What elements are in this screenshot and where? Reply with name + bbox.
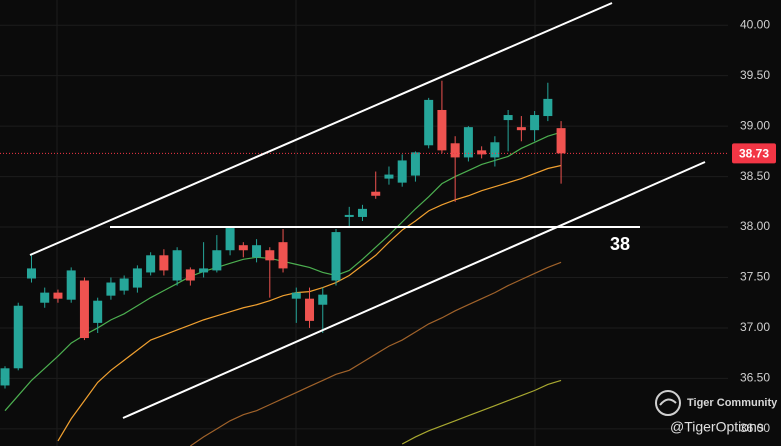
candle-body xyxy=(543,98,553,117)
candle-body xyxy=(450,143,460,158)
watermark-logo xyxy=(655,390,681,416)
candle-body xyxy=(278,242,288,269)
last-price-label: 38.73 xyxy=(739,147,769,161)
lower-trendline xyxy=(122,161,706,419)
candle-body xyxy=(291,292,301,299)
candle-body xyxy=(503,115,513,121)
candle-body xyxy=(463,127,473,158)
watermark-handle: @TigerOptions xyxy=(670,419,764,435)
y-tick-label: 36.00 xyxy=(740,421,770,435)
candle-body xyxy=(146,255,156,273)
candle-body xyxy=(119,278,129,291)
candle-body xyxy=(477,150,487,155)
y-tick-label: 37.50 xyxy=(740,270,770,284)
candle-body xyxy=(424,99,434,146)
ma-line xyxy=(190,261,562,446)
candle-body xyxy=(132,268,142,288)
candle-body xyxy=(13,305,23,369)
candle-body xyxy=(357,208,367,217)
candle-body xyxy=(225,228,235,251)
candle-body xyxy=(516,127,526,131)
candle-body xyxy=(26,268,36,279)
candle-body xyxy=(490,142,500,158)
candle-body xyxy=(40,292,50,303)
candle-body xyxy=(437,109,447,151)
grid xyxy=(0,0,728,446)
level-label: 38 xyxy=(610,234,630,254)
candle-body xyxy=(331,232,341,281)
candle-body xyxy=(53,292,63,299)
candle-body xyxy=(318,294,328,305)
plot xyxy=(0,80,728,446)
candle-body xyxy=(159,255,169,271)
ma-line xyxy=(401,379,562,445)
annotations: 38 xyxy=(29,2,706,419)
watermark-brand: Tiger Community xyxy=(687,397,778,409)
y-tick-label: 38.00 xyxy=(740,219,770,233)
y-tick-label: 40.00 xyxy=(740,17,770,31)
watermark: Tiger Community @TigerOptions xyxy=(655,390,778,435)
upper-trendline xyxy=(29,2,613,256)
y-tick-label: 39.50 xyxy=(740,68,770,82)
y-tick-label: 39.00 xyxy=(740,118,770,132)
candle-body xyxy=(265,250,275,261)
candle-body xyxy=(344,214,354,217)
candle-body xyxy=(238,245,248,251)
price-axis: 36.00 36.50 37.00 37.50 38.00 38.50 39.00 39.50… xyxy=(732,17,776,435)
candle-body xyxy=(199,268,209,273)
candle-body xyxy=(371,191,381,196)
y-tick-label: 38.50 xyxy=(740,169,770,183)
candle-body xyxy=(556,128,566,154)
candle-body xyxy=(66,270,76,300)
candle-body xyxy=(410,152,420,176)
last-price-tag xyxy=(732,143,776,164)
candle-body xyxy=(106,282,116,296)
y-tick-label: 37.00 xyxy=(740,320,770,334)
candle-body xyxy=(212,250,222,271)
candle-body xyxy=(530,115,540,131)
watermark-logo xyxy=(659,398,677,406)
candle-body xyxy=(252,245,262,258)
candle-body xyxy=(93,300,103,323)
candle-body xyxy=(305,298,315,321)
candle-body xyxy=(185,269,195,281)
candle-body xyxy=(0,368,10,386)
candle-body xyxy=(79,280,89,339)
candle-body xyxy=(397,160,407,183)
candle-body xyxy=(384,174,394,179)
candle-body xyxy=(172,250,182,281)
y-tick-label: 36.50 xyxy=(740,371,770,385)
